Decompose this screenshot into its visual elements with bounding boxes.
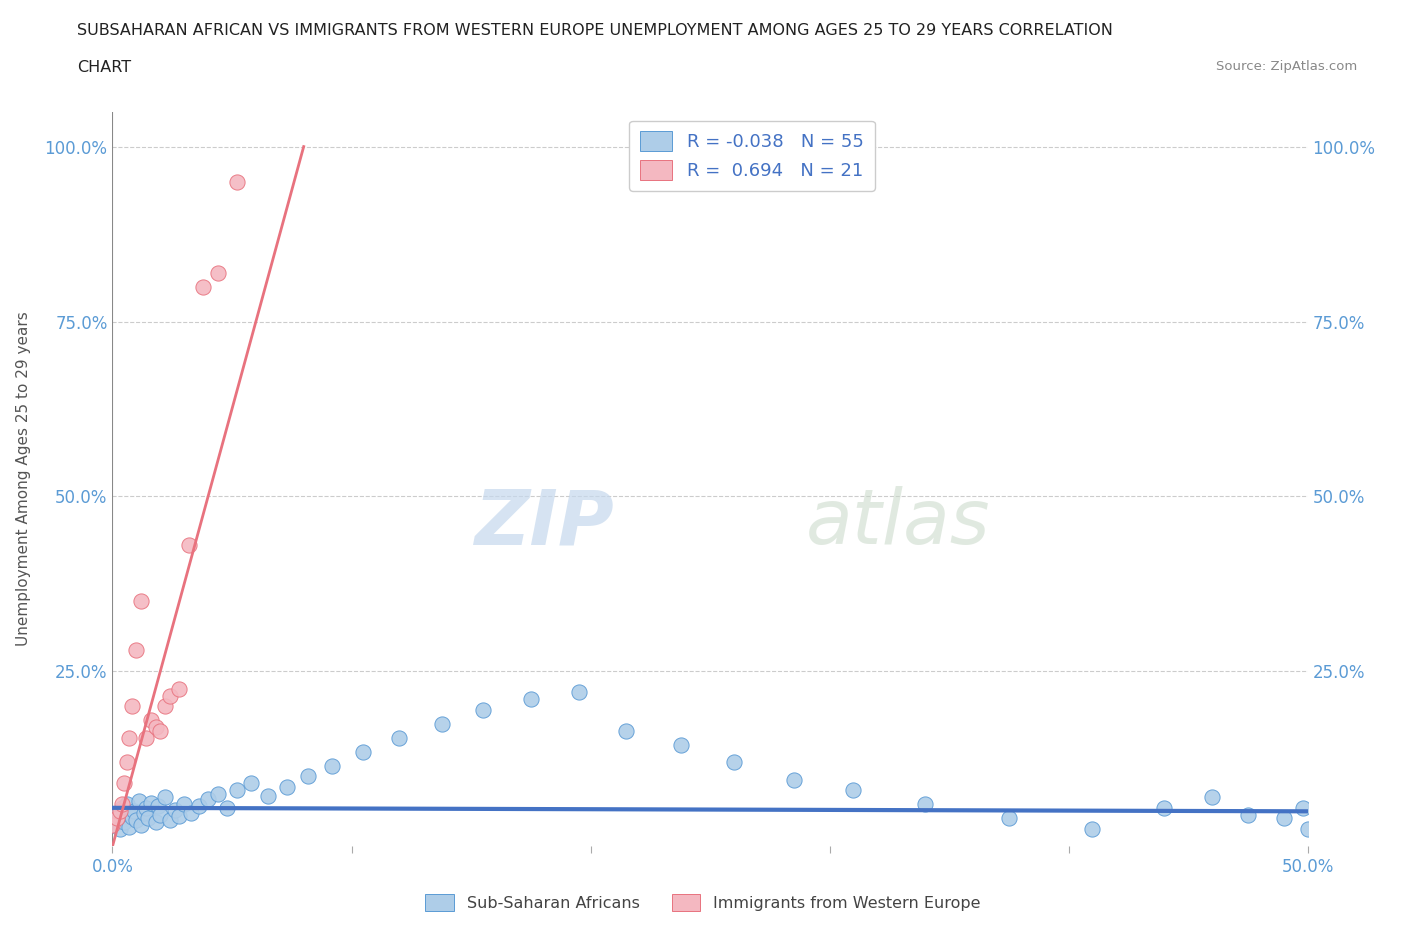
Point (240, 776, 263, 790)
Point (257, 789, 280, 804)
Point (177, 538, 200, 552)
Point (115, 797, 138, 812)
Point (225, 783, 247, 798)
Point (129, 594, 152, 609)
Point (149, 724, 172, 738)
Point (153, 790, 176, 804)
Point (111, 797, 134, 812)
Point (108, 804, 131, 818)
Point (125, 643, 148, 658)
Point (121, 809, 143, 824)
Point (125, 812, 148, 827)
Point (108, 821, 131, 836)
Text: SUBSAHARAN AFRICAN VS IMMIGRANTS FROM WESTERN EUROPE UNEMPLOYMENT AMONG AGES 25 : SUBSAHARAN AFRICAN VS IMMIGRANTS FROM WE… (77, 23, 1114, 38)
Point (101, 817, 124, 832)
Point (568, 684, 591, 699)
Point (520, 692, 543, 707)
Point (146, 798, 169, 813)
Point (193, 279, 215, 294)
Point (321, 758, 343, 773)
Point (139, 713, 162, 728)
Point (1272, 811, 1295, 826)
Point (1237, 807, 1260, 822)
Point (128, 793, 150, 808)
Point (114, 815, 135, 830)
Point (842, 783, 865, 798)
Point (115, 755, 138, 770)
Text: Source: ZipAtlas.com: Source: ZipAtlas.com (1216, 60, 1357, 73)
Point (159, 688, 181, 703)
Point (105, 811, 128, 826)
Legend: Sub-Saharan Africans, Immigrants from Western Europe: Sub-Saharan Africans, Immigrants from We… (419, 887, 987, 917)
Point (118, 819, 141, 834)
Point (149, 807, 172, 822)
Text: ZIP: ZIP (475, 486, 614, 560)
Point (121, 699, 143, 714)
Point (207, 265, 229, 280)
Legend: R = -0.038   N = 55, R =  0.694   N = 21: R = -0.038 N = 55, R = 0.694 N = 21 (628, 121, 875, 191)
Point (671, 737, 693, 752)
Point (388, 730, 411, 745)
Point (352, 744, 374, 759)
Point (169, 682, 191, 697)
Point (225, 174, 247, 189)
Point (101, 817, 124, 832)
Point (432, 716, 454, 731)
Point (207, 787, 229, 802)
Point (998, 811, 1021, 826)
Point (1153, 801, 1175, 816)
Point (163, 803, 186, 817)
Text: CHART: CHART (77, 60, 131, 75)
Point (135, 801, 157, 816)
Point (173, 797, 195, 812)
Point (122, 804, 145, 818)
Y-axis label: Unemployment Among Ages 25 to 29 years: Unemployment Among Ages 25 to 29 years (15, 312, 31, 646)
Point (132, 805, 155, 820)
Point (153, 699, 176, 714)
Point (187, 798, 209, 813)
Point (114, 776, 135, 790)
Point (169, 809, 191, 824)
Point (118, 730, 141, 745)
Point (1296, 821, 1319, 836)
Point (782, 773, 804, 788)
Point (139, 795, 162, 810)
Point (135, 730, 157, 745)
Point (145, 720, 167, 735)
Point (197, 791, 219, 806)
Point (105, 807, 128, 822)
Point (1292, 801, 1315, 816)
Point (180, 805, 202, 820)
Text: atlas: atlas (806, 486, 990, 560)
Point (723, 755, 745, 770)
Point (297, 769, 319, 784)
Point (145, 815, 167, 830)
Point (138, 811, 160, 826)
Point (1081, 821, 1104, 836)
Point (472, 702, 495, 717)
Point (276, 779, 298, 794)
Point (129, 817, 152, 832)
Point (1201, 790, 1223, 804)
Point (217, 801, 239, 816)
Point (111, 801, 134, 816)
Point (616, 724, 638, 738)
Point (914, 797, 936, 812)
Point (159, 812, 181, 827)
